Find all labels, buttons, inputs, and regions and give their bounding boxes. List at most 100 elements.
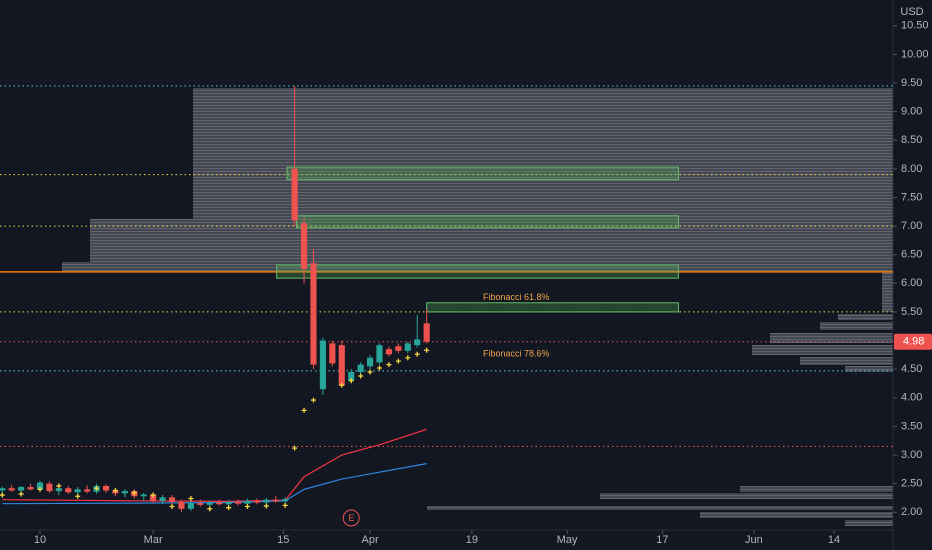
x-tick-label: 19 xyxy=(466,534,478,546)
sar-point xyxy=(292,445,298,451)
zone xyxy=(426,302,679,313)
candle-body xyxy=(27,487,34,490)
sar-point xyxy=(405,355,411,361)
sar-point xyxy=(282,502,288,508)
candle-body xyxy=(404,343,411,351)
y-tick-label: 2.50 xyxy=(901,478,922,490)
x-tick-label: 17 xyxy=(656,534,668,546)
candle-body xyxy=(291,168,298,221)
sar-point xyxy=(0,492,5,498)
y-tick-label: 2.00 xyxy=(901,506,922,518)
y-tick-label: 6.00 xyxy=(901,277,922,289)
candle-body xyxy=(272,499,279,502)
y-tick-label: 9.00 xyxy=(901,106,922,118)
candle-body xyxy=(263,499,270,503)
candle-body xyxy=(55,488,62,492)
y-tick-label: 3.00 xyxy=(901,449,922,461)
candle-body xyxy=(168,497,176,502)
y-tick-label: 6.50 xyxy=(901,249,922,261)
sar-point xyxy=(207,506,213,512)
sar-point xyxy=(112,488,118,494)
sar-point xyxy=(37,486,43,492)
moving-average xyxy=(2,463,427,505)
sar-point xyxy=(367,369,373,375)
candle-body xyxy=(234,501,242,504)
y-tick-label: 4.50 xyxy=(901,363,922,375)
candle-body xyxy=(150,494,157,501)
sar-point xyxy=(263,503,269,509)
y-tick-label: 8.00 xyxy=(901,163,922,175)
sar-point xyxy=(18,491,24,497)
sar-point xyxy=(376,365,382,371)
candle-body xyxy=(197,503,204,505)
currency-label: USD xyxy=(900,6,923,18)
sar-point xyxy=(310,397,316,403)
candle-body xyxy=(74,489,81,493)
x-tick-label: Jun xyxy=(745,534,763,546)
price-label: 4.98 xyxy=(903,336,924,348)
sar-point xyxy=(395,358,401,364)
candle-body xyxy=(159,497,166,501)
sar-point xyxy=(75,493,81,499)
y-tick-label: 7.00 xyxy=(901,220,922,232)
x-tick-label: 14 xyxy=(828,534,840,546)
annotation: Fibonacci 78.6% xyxy=(483,349,550,359)
y-tick-label: 10.50 xyxy=(901,20,929,32)
candle-body xyxy=(348,372,355,381)
candle-body xyxy=(216,502,223,505)
candle-body xyxy=(385,349,392,355)
price-label-bg xyxy=(894,333,932,350)
candle-body xyxy=(206,502,213,505)
x-tick-label: 15 xyxy=(277,534,289,546)
sar-point xyxy=(386,362,392,368)
moving-average xyxy=(2,428,427,502)
sar-point xyxy=(188,496,194,502)
candle-body xyxy=(18,487,25,491)
candle-body xyxy=(36,482,44,490)
y-tick-label: 4.00 xyxy=(901,392,922,404)
candle-body xyxy=(357,364,364,373)
candle-body xyxy=(102,485,110,491)
sar-point xyxy=(424,347,430,353)
sar-point xyxy=(56,483,62,489)
y-tick-label: 5.50 xyxy=(901,306,922,318)
candle-body xyxy=(414,339,421,346)
candle-body xyxy=(423,323,430,342)
candle-body xyxy=(140,494,147,497)
candle-body xyxy=(121,491,128,494)
sar-point xyxy=(414,351,420,357)
candle-body xyxy=(366,357,374,367)
sar-point xyxy=(226,505,232,511)
sar-point xyxy=(131,490,137,496)
sar-point xyxy=(94,485,100,491)
candle-body xyxy=(244,500,251,504)
y-tick-label: 9.50 xyxy=(901,77,922,89)
sar-point xyxy=(150,492,156,498)
sar-point xyxy=(348,378,354,384)
x-tick-label: Mar xyxy=(144,534,163,546)
candle-body xyxy=(84,489,91,492)
sar-point xyxy=(301,407,307,413)
candle-body xyxy=(376,345,383,363)
x-tick-label: May xyxy=(557,534,578,546)
y-tick-label: 10.00 xyxy=(901,48,929,60)
candle-body xyxy=(319,340,326,390)
candle-body xyxy=(300,223,308,270)
y-tick-label: 7.50 xyxy=(901,191,922,203)
x-tick-label: 10 xyxy=(34,534,46,546)
candle-body xyxy=(338,345,345,386)
candle-body xyxy=(253,500,260,503)
y-tick-label: 3.50 xyxy=(901,420,922,432)
candle-body xyxy=(329,343,336,364)
candle-body xyxy=(8,488,15,491)
candle-body xyxy=(65,488,72,493)
event-marker xyxy=(342,509,360,527)
zone xyxy=(276,264,679,279)
x-tick-label: Apr xyxy=(362,534,379,546)
sar-point xyxy=(339,382,345,388)
zone xyxy=(286,166,679,181)
event-label: E xyxy=(348,513,354,523)
candle-body xyxy=(310,263,317,365)
